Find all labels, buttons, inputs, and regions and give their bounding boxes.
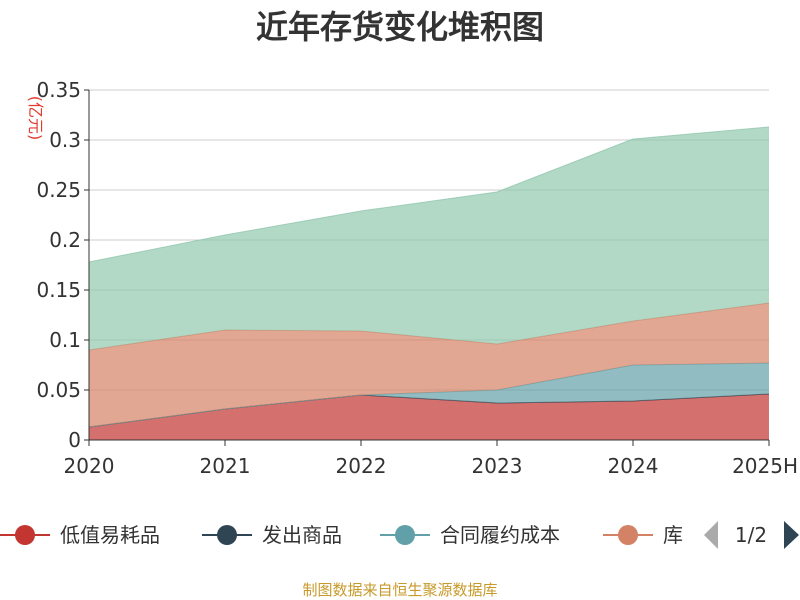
legend-label: 合同履约成本 — [440, 523, 560, 547]
data-source: 制图数据来自恒生聚源数据库 — [302, 581, 497, 599]
legend-label: 库 — [663, 523, 683, 547]
x-tick-label: 2020 — [64, 454, 115, 478]
legend-page-indicator: 1/2 — [735, 523, 767, 547]
area-series — [88, 126, 770, 440]
legend-item[interactable]: 低值易耗品 — [0, 523, 160, 547]
legend-item[interactable]: 合同履约成本 — [380, 523, 560, 547]
legend-label: 低值易耗品 — [60, 523, 160, 547]
legend-marker-icon — [217, 525, 237, 545]
y-tick-label: 0.2 — [49, 228, 81, 252]
legend-label: 发出商品 — [262, 523, 342, 547]
x-tick-label: 2025H — [732, 454, 798, 478]
x-tick-label: 2023 — [472, 454, 523, 478]
y-tick-label: 0 — [68, 428, 81, 452]
chart-title: 近年存货变化堆积图 — [256, 8, 544, 46]
area-series-fill — [89, 303, 769, 427]
area-series-fill — [89, 363, 769, 427]
legend-item[interactable]: 发出商品 — [202, 523, 342, 547]
legend-item[interactable]: 库 — [603, 523, 683, 547]
x-tick-label: 2021 — [200, 454, 251, 478]
x-tick-label: 2024 — [608, 454, 659, 478]
y-tick-label: 0.1 — [49, 328, 81, 352]
y-tick-label: 0.3 — [49, 128, 81, 152]
y-tick-label: 0.25 — [36, 178, 81, 202]
y-tick-label: 0.35 — [36, 78, 81, 102]
legend-marker-icon — [395, 525, 415, 545]
x-tick-label: 2022 — [336, 454, 387, 478]
legend-pager: 1/2 — [704, 521, 799, 549]
y-unit-label: (亿元) — [26, 96, 45, 141]
y-tick-label: 0.05 — [36, 378, 81, 402]
y-tick-label: 0.15 — [36, 278, 81, 302]
next-page-icon[interactable] — [784, 521, 799, 549]
area-series-fill — [89, 127, 769, 350]
legend-marker-icon — [618, 525, 638, 545]
axes: 0 0.05 0.1 0.15 0.2 0.25 0.3 0.35 2020 2021 2022 20… — [36, 78, 798, 478]
legend-marker-icon — [15, 525, 35, 545]
prev-page-icon[interactable] — [704, 521, 718, 549]
legend: 低值易耗品 发出商品 合同履约成本 库 — [0, 523, 683, 547]
area-series-line — [88, 126, 770, 263]
